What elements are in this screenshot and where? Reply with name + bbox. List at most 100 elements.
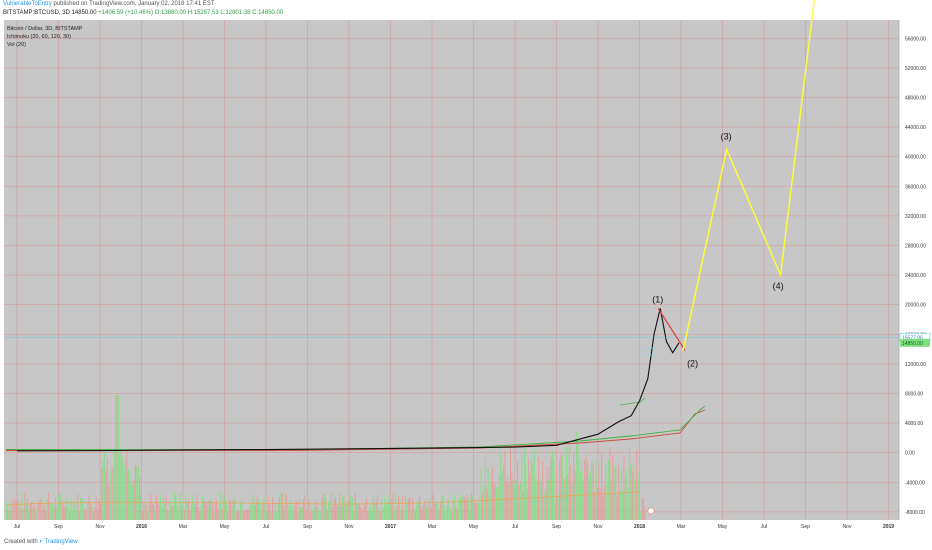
volume-bar xyxy=(161,507,163,520)
volume-bar xyxy=(202,495,204,520)
volume-bar xyxy=(423,504,425,520)
volume-bar xyxy=(17,498,19,520)
y-tick-label: -4000.00 xyxy=(905,480,925,486)
volume-bar xyxy=(508,484,510,520)
volume-bar xyxy=(301,507,303,520)
volume-bar xyxy=(234,498,236,520)
y-tick-label: 52000.00 xyxy=(905,66,926,72)
volume-bar xyxy=(244,510,246,520)
x-tick-label: 2019 xyxy=(883,524,894,530)
volume-bar xyxy=(269,504,271,520)
volume-bar xyxy=(81,498,83,520)
volume-bar xyxy=(619,491,621,520)
volume-bar xyxy=(501,471,503,520)
volume-bar xyxy=(263,496,265,520)
volume-bar xyxy=(186,501,188,520)
volume-bar xyxy=(636,449,638,520)
tradingview-brand[interactable]: TradingView xyxy=(44,539,78,545)
volume-bar xyxy=(388,493,390,520)
volume-bar xyxy=(539,478,541,520)
volume-bar xyxy=(447,499,449,520)
volume-bar xyxy=(486,487,488,520)
volume-bar xyxy=(14,498,16,520)
volume-bar xyxy=(461,498,463,520)
volume-bar xyxy=(105,469,107,520)
volume-bar xyxy=(526,488,528,520)
volume-bar xyxy=(605,464,607,520)
y-tick-label: 8000.00 xyxy=(905,392,923,398)
volume-bar xyxy=(258,499,260,520)
price-axis[interactable] xyxy=(899,20,932,520)
event-icon[interactable] xyxy=(647,507,655,515)
volume-bar xyxy=(316,506,318,520)
legend-indicator-ichimoku[interactable]: Ichimoku (20, 60, 120, 30) xyxy=(7,34,71,40)
volume-bar xyxy=(374,503,376,520)
volume-bar xyxy=(136,466,138,520)
close-price-label: 14850.00 xyxy=(902,341,923,347)
volume-bar xyxy=(134,465,136,520)
volume-bar xyxy=(77,494,79,520)
volume-bar xyxy=(20,508,22,520)
volume-bar xyxy=(80,497,82,520)
volume-bar xyxy=(253,504,255,520)
x-tick-label: Mar xyxy=(179,524,188,530)
volume-bar xyxy=(106,459,108,520)
x-tick-label: Jul xyxy=(761,524,767,530)
volume-bar xyxy=(199,510,201,520)
volume-bar xyxy=(155,494,157,520)
volume-bar xyxy=(521,453,523,520)
volume-bar xyxy=(309,511,311,520)
volume-bar xyxy=(629,447,631,520)
volume-bar xyxy=(409,497,411,520)
volume-bar xyxy=(354,492,356,520)
footer-created: Created with xyxy=(4,539,38,545)
volume-bar xyxy=(279,496,281,520)
volume-bar xyxy=(435,500,437,520)
y-tick-label: 12000.00 xyxy=(905,362,926,368)
volume-bar xyxy=(27,498,29,520)
volume-bar xyxy=(413,507,415,520)
volume-bar xyxy=(150,493,152,520)
volume-bar xyxy=(496,486,498,520)
legend-indicator-volume[interactable]: Vol (20) xyxy=(7,42,26,48)
y-tick-label: 40000.00 xyxy=(905,155,926,161)
volume-bar xyxy=(398,496,400,520)
volume-bar xyxy=(533,449,535,520)
volume-bar xyxy=(64,507,66,520)
chart-area[interactable] xyxy=(4,20,899,520)
volume-bar xyxy=(475,503,477,520)
volume-bar xyxy=(204,502,206,520)
volume-bar xyxy=(405,495,407,520)
volume-bar xyxy=(32,508,34,520)
volume-bar xyxy=(311,506,313,520)
volume-bar xyxy=(608,459,610,520)
volume-bar xyxy=(210,500,212,520)
volume-bar xyxy=(580,471,582,520)
volume-bar xyxy=(280,492,282,520)
author-link[interactable]: VulnerableToEntry xyxy=(3,1,52,7)
volume-bar xyxy=(84,508,86,520)
volume-bar xyxy=(165,495,167,520)
volume-bar xyxy=(151,503,153,520)
time-axis[interactable] xyxy=(4,520,899,534)
volume-bar xyxy=(531,462,533,520)
volume-bar xyxy=(112,466,114,520)
volume-bar xyxy=(630,463,632,520)
volume-bar xyxy=(35,510,37,520)
publish-date: published on TradingView.com, January 02… xyxy=(53,1,215,7)
volume-bar xyxy=(559,459,561,520)
volume-bar xyxy=(190,504,192,520)
ichimoku-cloud-red xyxy=(5,409,706,451)
current-price-label: 15577.06 xyxy=(902,335,923,341)
y-tick-label: 36000.00 xyxy=(905,184,926,190)
volume-bar xyxy=(368,510,370,520)
volume-bar xyxy=(11,500,13,520)
volume-bar xyxy=(487,467,489,520)
volume-bar xyxy=(28,508,30,520)
volume-bar xyxy=(7,509,9,520)
volume-bar xyxy=(304,495,306,520)
volume-bar xyxy=(62,500,64,520)
volume-bar xyxy=(49,503,51,520)
ohlc-values: O:13880.00 H:15257.53 L:12801.38 C:14850… xyxy=(154,10,284,16)
volume-bar xyxy=(189,510,191,520)
